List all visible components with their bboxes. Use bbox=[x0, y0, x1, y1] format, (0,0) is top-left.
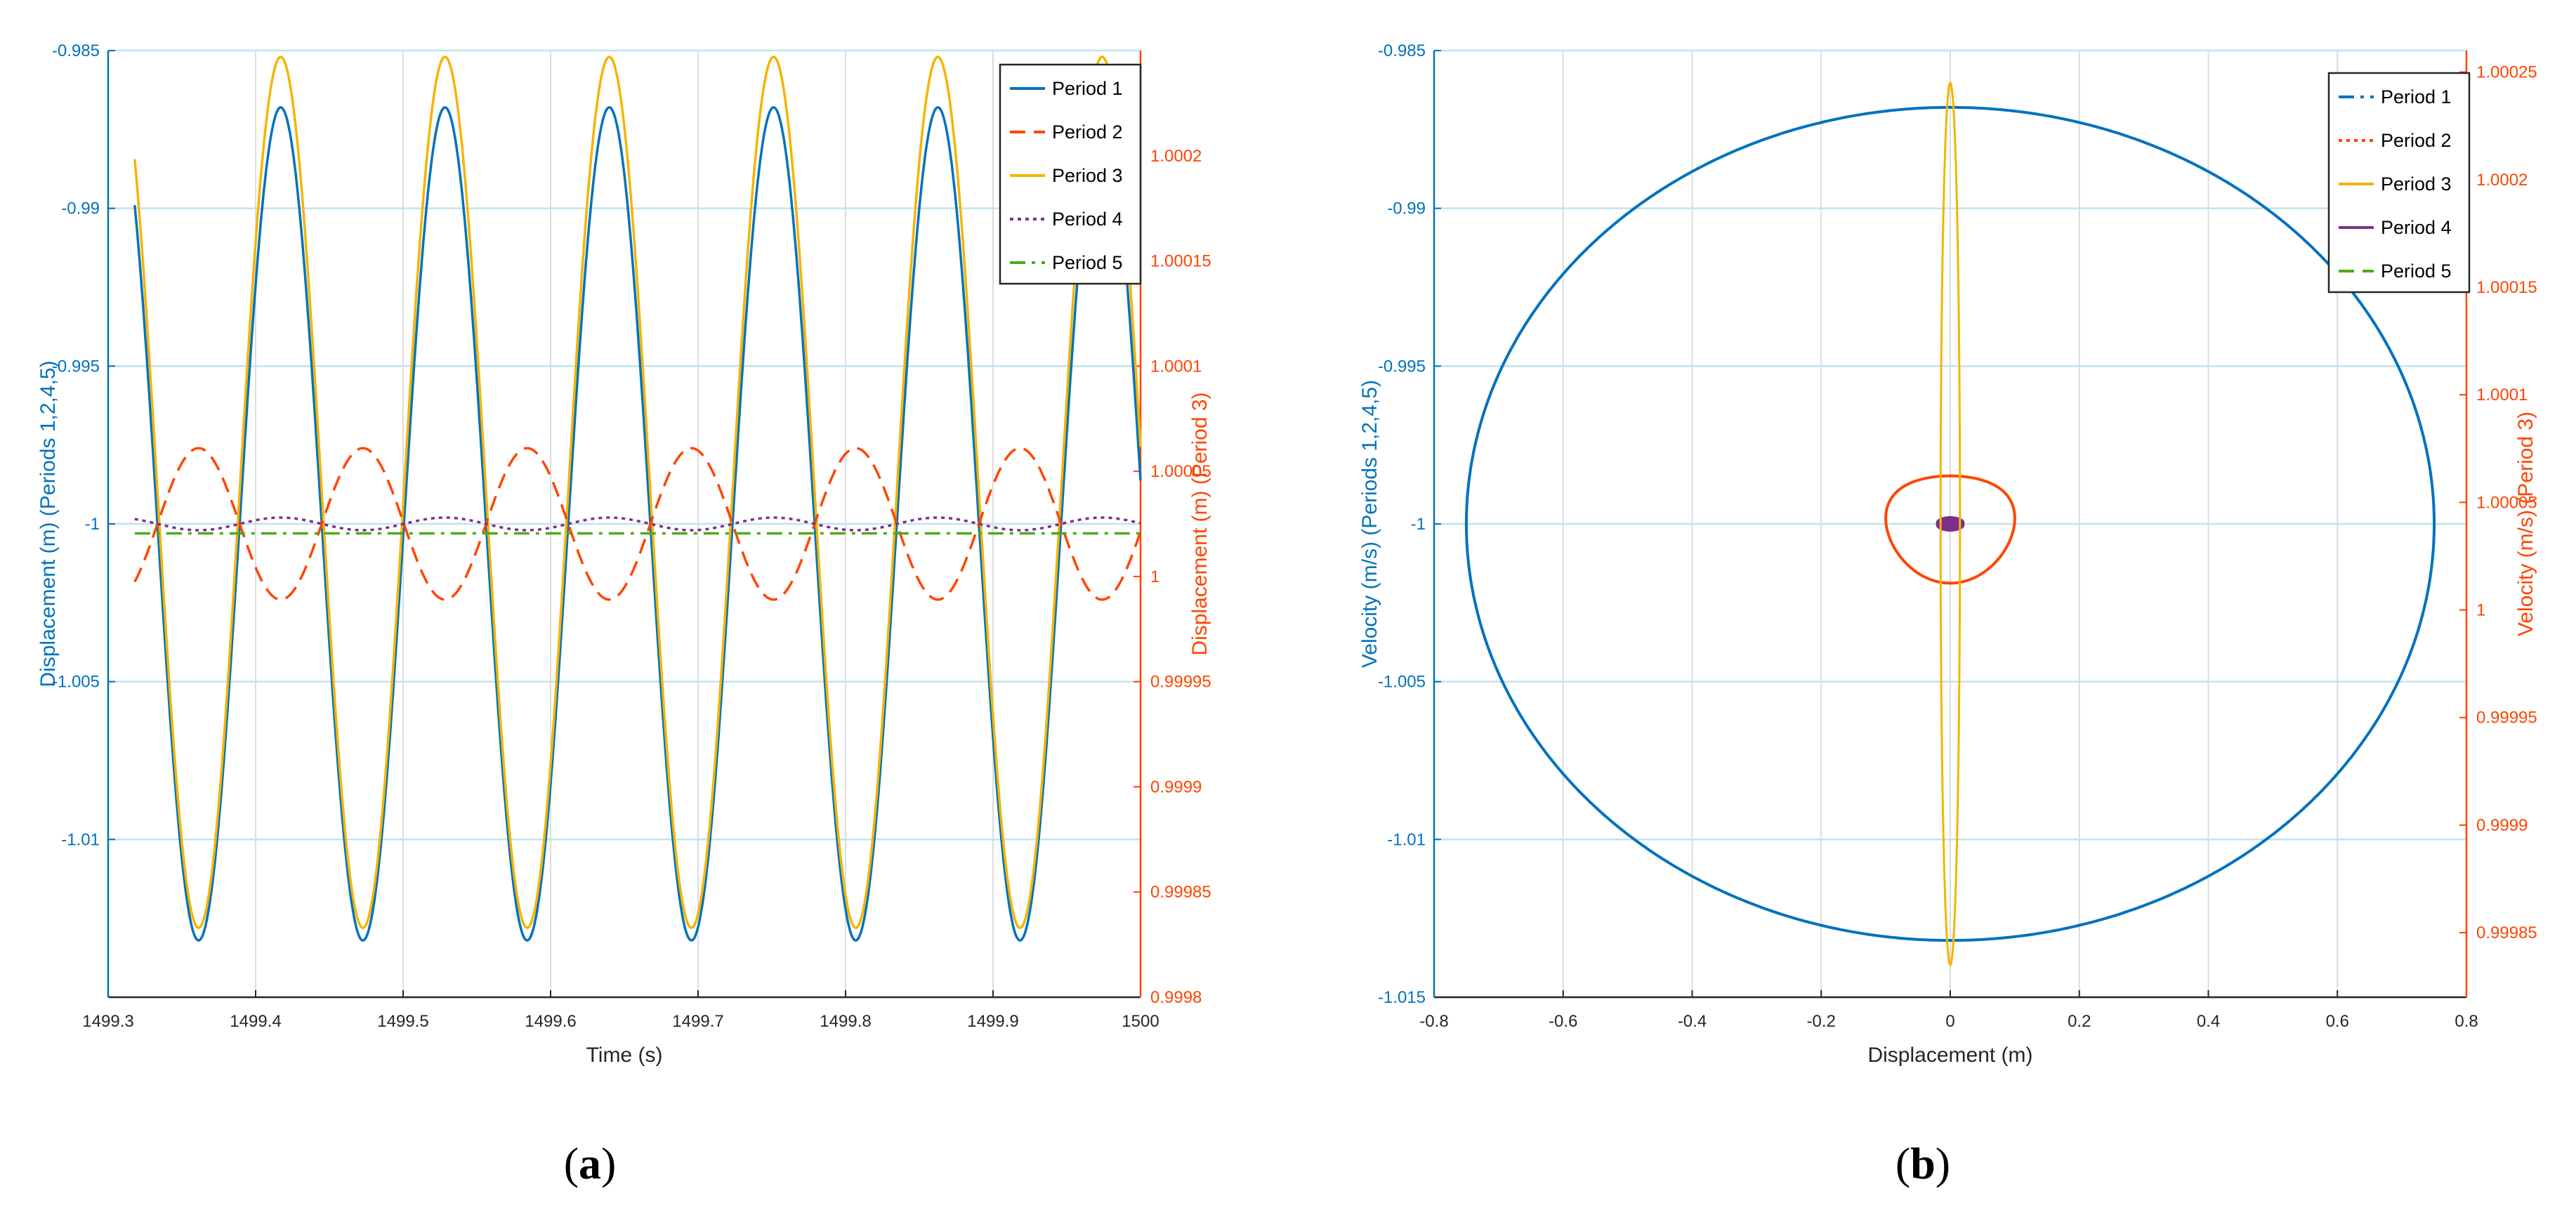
chart-a-series-line bbox=[133, 106, 1142, 942]
chart-a-y-left-tick-label: -0.985 bbox=[52, 41, 100, 60]
chart-b-x-tick-label: 0.2 bbox=[2068, 1012, 2091, 1031]
chart-b-series-line bbox=[1939, 81, 1961, 966]
chart-b-y-left-tick-label: -1.005 bbox=[1378, 673, 1426, 692]
chart-a-x-tick-label: 1500 bbox=[1122, 1012, 1159, 1031]
chart-a-y-left-axis-label: Displacement (m) (Periods 1,2,4,5) bbox=[37, 360, 60, 687]
chart-b-x-tick-label: -0.4 bbox=[1678, 1012, 1707, 1031]
chart-b-y-left-tick-label: -0.985 bbox=[1378, 41, 1426, 60]
chart-b-x-tick-label: -0.8 bbox=[1419, 1012, 1448, 1031]
chart-b-y-right-tick-label: 1.00015 bbox=[2476, 278, 2537, 297]
chart-a-series-line bbox=[133, 55, 1142, 929]
chart-b-y-right-tick-label: 0.99995 bbox=[2476, 709, 2537, 728]
chart-b-y-left-tick-label: -0.995 bbox=[1378, 357, 1426, 376]
chart-b-y-left-tick-label: -1.015 bbox=[1378, 988, 1426, 1007]
chart-b-x-tick-label: 0.6 bbox=[2326, 1012, 2349, 1031]
chart-a-y-right-tick-label: 1.00015 bbox=[1150, 252, 1211, 271]
chart-b-legend-entry: Period 4 bbox=[2381, 217, 2452, 238]
chart-a-axes: 1499.3 1499.4 1499.5 1499.6 1499.7 1499.8 1499… bbox=[37, 41, 1211, 1067]
chart-a-x-tick-label: 1499.5 bbox=[377, 1012, 428, 1031]
chart-a-legend-entry: Period 4 bbox=[1052, 209, 1123, 230]
chart-a-legend-entry: Period 5 bbox=[1052, 252, 1123, 273]
caption-a-open: ( bbox=[563, 1138, 579, 1188]
chart-b-x-tick-label: 0.4 bbox=[2197, 1012, 2220, 1031]
chart-b-y-right-tick-label: 0.9999 bbox=[2476, 816, 2528, 835]
chart-a-y-right-tick-label: 0.99995 bbox=[1150, 673, 1211, 692]
chart-a-y-left-tick-label: -0.995 bbox=[52, 357, 100, 376]
chart-b-legend: Period 1 Period 2 Period 3 Period 4 Period 5 bbox=[2327, 72, 2471, 294]
chart-b-y-right-tick-label: 1.00025 bbox=[2476, 63, 2537, 82]
chart-a-x-tick-label: 1499.9 bbox=[967, 1012, 1018, 1031]
chart-b-y-right-tick-label: 1 bbox=[2476, 601, 2485, 620]
chart-a-y-right-tick-label: 0.99985 bbox=[1150, 883, 1211, 902]
chart-b-y-left-tick-label: -1.01 bbox=[1387, 830, 1426, 849]
caption-a-letter: a bbox=[579, 1138, 601, 1188]
chart-a-series-group bbox=[133, 55, 1142, 942]
chart-b-series-line bbox=[1936, 516, 1965, 532]
chart-b-x-tick-label: -0.6 bbox=[1549, 1012, 1577, 1031]
chart-a-y-left-tick-label: -0.99 bbox=[61, 199, 100, 218]
chart-a-series-line bbox=[133, 447, 1142, 601]
chart-b-axes: -0.8 -0.6 -0.4 -0.2 0 0.2 0.4 0.6 0.8 -0.985 -0.99… bbox=[1358, 41, 2537, 1067]
chart-a-y-right-tick-label: 1 bbox=[1150, 567, 1159, 586]
chart-b-legend-entry: Period 1 bbox=[2381, 86, 2452, 107]
chart-b-x-tick-label: 0.8 bbox=[2455, 1012, 2478, 1031]
chart-b-legend-entry: Period 3 bbox=[2381, 173, 2452, 195]
caption-a-close: ) bbox=[601, 1138, 617, 1188]
chart-a-x-tick-label: 1499.6 bbox=[525, 1012, 576, 1031]
chart-b-y-right-tick-label: 0.99985 bbox=[2476, 923, 2537, 942]
chart-a-legend-entry: Period 3 bbox=[1052, 165, 1123, 186]
chart-a-series-line bbox=[134, 516, 1141, 532]
chart-a-legend-entry: Period 2 bbox=[1052, 121, 1123, 143]
chart-a-legend-entry: Period 1 bbox=[1052, 78, 1123, 99]
chart-b-legend-entry: Period 5 bbox=[2381, 261, 2452, 282]
chart-b-y-right-tick-label: 1.00005 bbox=[2476, 493, 2537, 512]
chart-a-legend: Period 1 Period 2 Period 3 Period 4 Period 5 bbox=[999, 63, 1142, 285]
chart-a-y-right-tick-label: 1.0001 bbox=[1150, 357, 1202, 376]
chart-b-x-tick-label: -0.2 bbox=[1807, 1012, 1836, 1031]
chart-b-legend-entry: Period 2 bbox=[2381, 130, 2452, 151]
chart-b-y-left-tick-label: -1 bbox=[1411, 515, 1426, 534]
chart-b-x-tick-label: 0 bbox=[1945, 1012, 1954, 1031]
chart-a-x-tick-label: 1499.4 bbox=[230, 1012, 281, 1031]
chart-b-series-line bbox=[1464, 105, 2436, 942]
chart-a-y-left-tick-label: -1.01 bbox=[61, 830, 100, 849]
caption-b-close: ) bbox=[1935, 1138, 1951, 1188]
chart-a-y-right-tick-label: 0.9999 bbox=[1150, 777, 1202, 796]
chart-b-series-group bbox=[1464, 81, 2436, 966]
caption-b: (b) bbox=[1895, 1138, 1950, 1190]
chart-b-x-axis-label: Displacement (m) bbox=[1867, 1044, 2032, 1067]
chart-b-y-right-axis-label: Velocity (m/s) (Period 3) bbox=[2514, 412, 2537, 636]
chart-a-x-tick-label: 1499.8 bbox=[820, 1012, 871, 1031]
chart-a-y-right-axis-label: Displacement (m) (Period 3) bbox=[1188, 392, 1211, 655]
chart-a-x-tick-label: 1499.3 bbox=[82, 1012, 133, 1031]
chart-a-y-right-tick-label: 1.0002 bbox=[1150, 147, 1202, 166]
chart-a-y-left-tick-label: -1.005 bbox=[52, 673, 100, 692]
caption-b-letter: b bbox=[1910, 1138, 1936, 1188]
chart-b-series-line bbox=[1884, 474, 2016, 585]
chart-a-x-axis-label: Time (s) bbox=[586, 1044, 663, 1067]
caption-b-open: ( bbox=[1895, 1138, 1911, 1188]
chart-a-x-tick-label: 1499.7 bbox=[672, 1012, 723, 1031]
chart-a-y-right-tick-label: 1.00005 bbox=[1150, 462, 1211, 481]
chart-b-y-left-axis-label: Velocity (m/s) (Periods 1,2,4,5) bbox=[1358, 380, 1381, 668]
chart-b-y-right-tick-label: 1.0001 bbox=[2476, 386, 2528, 405]
chart-b-y-right-tick-label: 1.0002 bbox=[2476, 171, 2528, 190]
chart-b-y-left-tick-label: -0.99 bbox=[1387, 199, 1426, 218]
chart-a-y-right-tick-label: 0.9998 bbox=[1150, 988, 1202, 1007]
chart-a-y-left-tick-label: -1 bbox=[85, 515, 100, 534]
caption-a: (a) bbox=[564, 1138, 617, 1190]
